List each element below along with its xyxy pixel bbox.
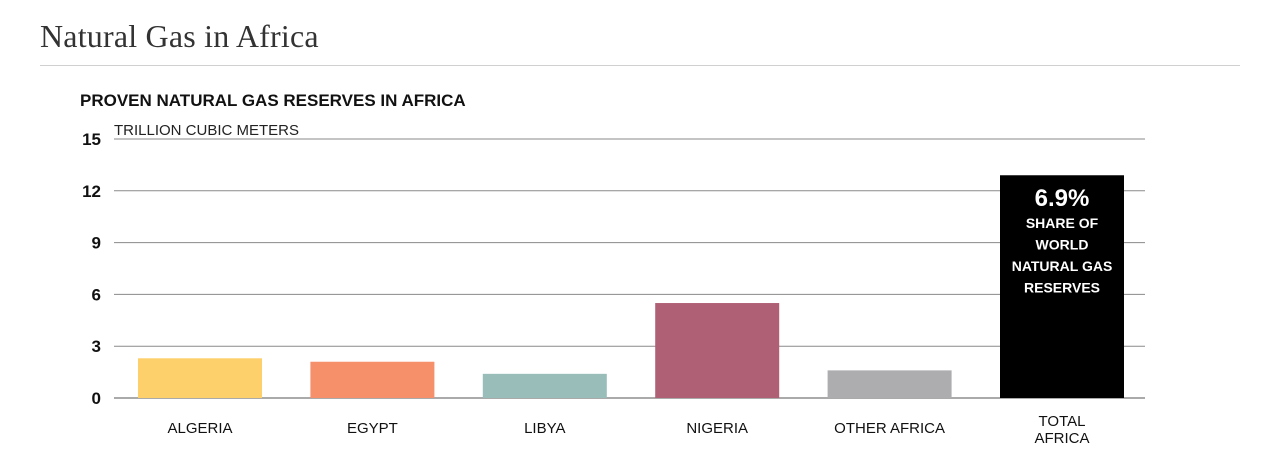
x-tick-label: ALGERIA <box>167 420 232 437</box>
chart-title: PROVEN NATURAL GAS RESERVES IN AFRICA <box>80 91 466 110</box>
total-annotation: 6.9% SHARE OF WORLD NATURAL GAS RESERVES <box>1012 185 1113 296</box>
bar-total-africa <box>1000 175 1124 398</box>
annotation-text: WORLD <box>1036 237 1089 253</box>
bar-egypt <box>310 361 435 398</box>
title-divider <box>40 65 1240 66</box>
gridlines <box>114 138 1145 399</box>
y-tick-label: 0 <box>92 389 101 408</box>
annotation-text: SHARE OF <box>1026 215 1099 231</box>
x-tick-label: LIBYA <box>524 420 565 437</box>
annotation-value: 6.9% <box>1035 185 1090 212</box>
x-tick-label: OTHER AFRICA <box>834 420 945 437</box>
y-tick-label: 6 <box>92 285 101 304</box>
y-axis-ticks: 0 3 6 9 12 15 <box>82 130 101 408</box>
y-tick-label: 3 <box>92 337 101 356</box>
x-axis-ticks: ALGERIA EGYPT LIBYA NIGERIA OTHER AFRICA TOTA… <box>167 413 1089 447</box>
bar-other-africa <box>827 370 952 398</box>
bar-nigeria <box>655 303 780 398</box>
y-tick-label: 12 <box>82 182 101 201</box>
x-tick-label: TOTAL <box>1039 413 1086 430</box>
bar-algeria <box>138 358 262 398</box>
x-tick-label: NIGERIA <box>686 420 748 437</box>
annotation-text: RESERVES <box>1024 280 1100 296</box>
bars <box>138 175 1124 398</box>
annotation-text: NATURAL GAS <box>1012 258 1113 274</box>
x-tick-label: EGYPT <box>347 420 398 437</box>
y-axis-unit-label: TRILLION CUBIC METERS <box>114 122 299 139</box>
y-tick-label: 15 <box>82 130 101 149</box>
page-title: Natural Gas in Africa <box>40 18 319 54</box>
y-tick-label: 9 <box>92 234 101 253</box>
x-tick-label: AFRICA <box>1034 430 1089 447</box>
bar-libya <box>482 373 607 398</box>
